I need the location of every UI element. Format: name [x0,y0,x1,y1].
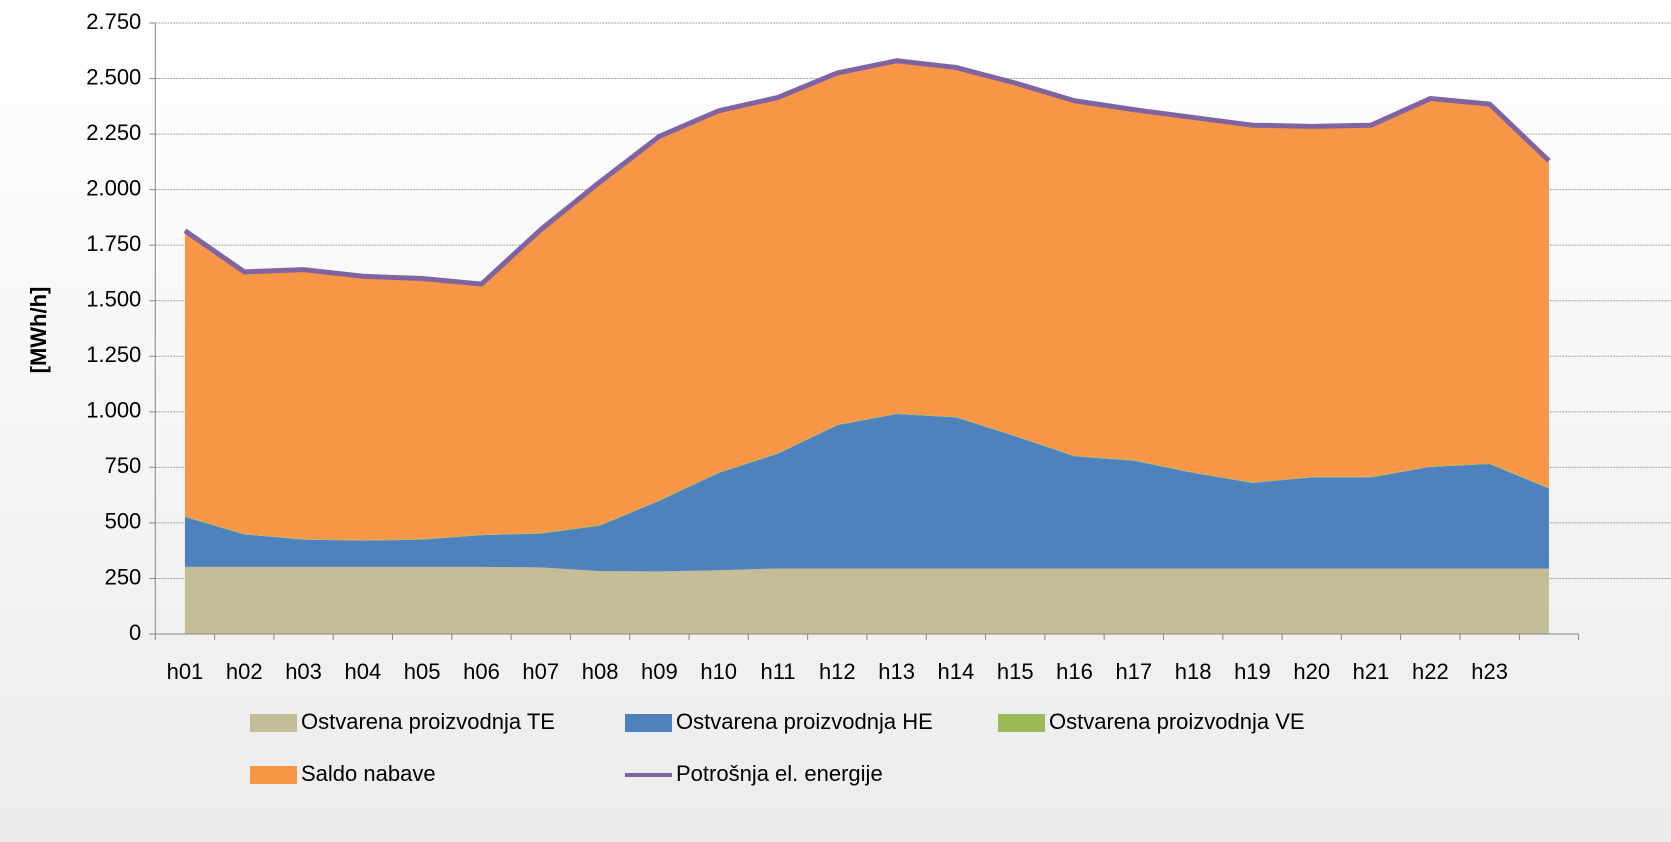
x-tick-label: h19 [1234,659,1271,684]
x-tick-label: h08 [582,659,619,684]
y-tick-label: 500 [105,509,142,534]
x-tick-label: h17 [1115,659,1152,684]
x-tick-label: h18 [1175,659,1212,684]
y-axis-label: [MWh/h] [26,287,51,374]
x-tick-label: h03 [285,659,322,684]
x-tick-label: h06 [463,659,500,684]
x-tick-label: h09 [641,659,678,684]
legend-label: Ostvarena proizvodnja TE [301,709,555,734]
y-tick-label: 2.500 [86,64,141,89]
x-tick-label: h15 [997,659,1034,684]
legend-swatch [998,714,1045,732]
x-tick-label: h07 [522,659,559,684]
x-tick-label: h05 [404,659,441,684]
legend-label: Ostvarena proizvodnja VE [1049,709,1305,734]
x-tick-label: h14 [938,659,975,684]
y-tick-label: 1.500 [86,287,141,312]
y-tick-label: 1.250 [86,342,141,367]
legend-swatch [250,714,297,732]
x-tick-label: h21 [1353,659,1390,684]
x-tick-label: h23 [1471,659,1508,684]
y-tick-label: 0 [129,620,141,645]
x-tick-label: h20 [1293,659,1330,684]
area [184,414,1549,572]
y-tick-label: 1.000 [86,398,141,423]
y-tick-label: 2.250 [86,120,141,145]
y-tick-label: 2.750 [86,9,141,34]
area [184,60,1549,541]
y-tick-label: 2.000 [86,175,141,200]
area [184,566,1549,634]
x-tick-label: h10 [700,659,737,684]
y-tick-label: 250 [105,564,142,589]
x-tick-label: h04 [345,659,382,684]
y-tick-label: 1.750 [86,231,141,256]
x-tick-label: h13 [878,659,915,684]
x-tick-label: h01 [167,659,204,684]
legend-label: Ostvarena proizvodnja HE [676,709,933,734]
y-tick-label: 750 [105,453,142,478]
x-tick-label: h16 [1056,659,1093,684]
x-tick-label: h11 [760,659,795,684]
x-tick-label: h02 [226,659,263,684]
legend-label: Potrošnja el. energije [676,761,883,786]
x-tick-label: h12 [819,659,856,684]
x-tick-label: h22 [1412,659,1449,684]
line [183,58,1551,287]
legend-swatch [250,766,297,784]
legend-label: Saldo nabave [301,761,436,786]
legend-swatch [625,714,672,732]
